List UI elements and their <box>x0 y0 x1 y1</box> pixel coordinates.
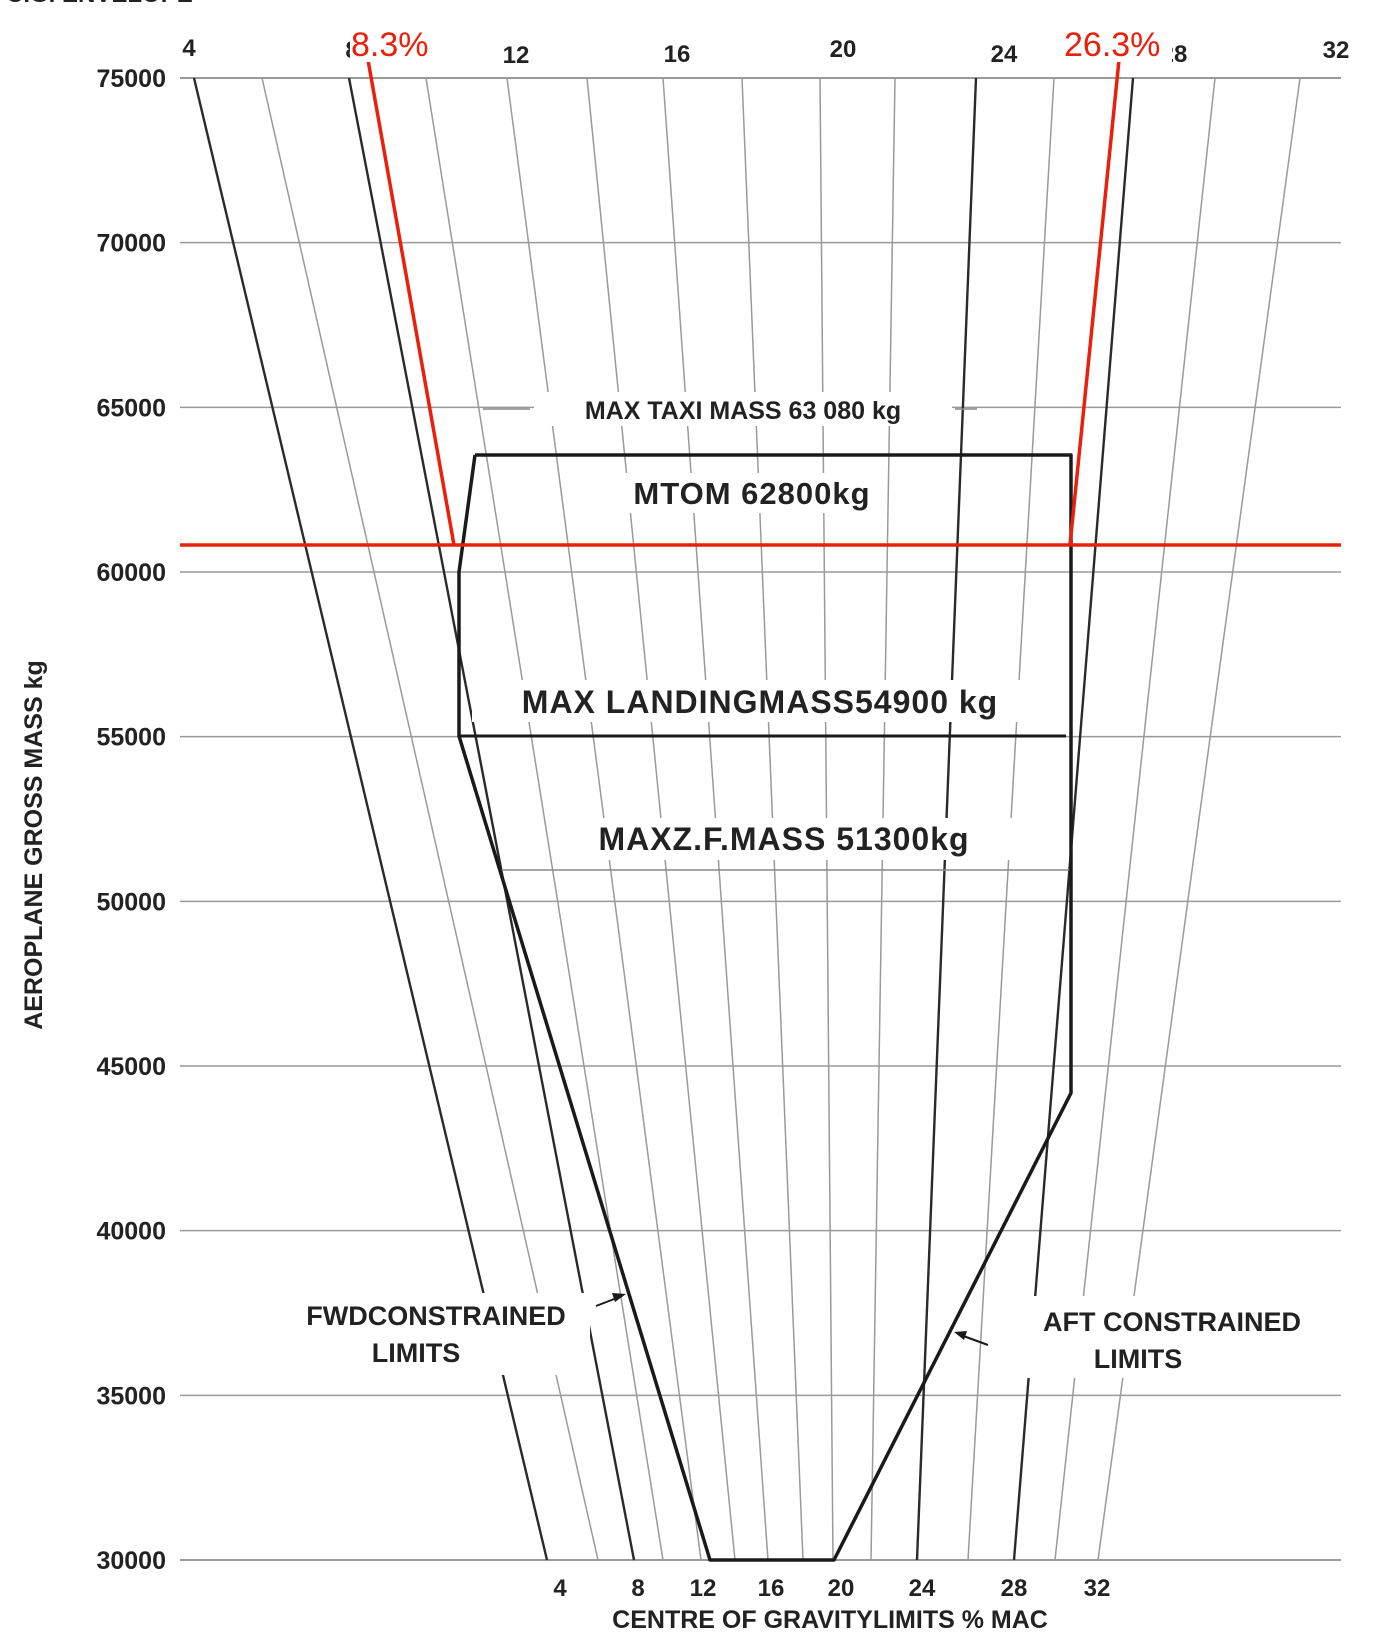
x-top-tick-label-20: 20 <box>830 36 857 63</box>
x-bottom-tick-label-24: 24 <box>909 1575 936 1602</box>
max-taxi-mass-label: MAX TAXI MASS 63 080 kg <box>585 397 901 425</box>
max-landing-mass-label-bg <box>472 680 1052 722</box>
y-tick-label-70000: 70000 <box>96 230 166 258</box>
constrained-limit-labels: FWDCONSTRAINED LIMITS AFT CONSTRAINED LI… <box>283 1293 1330 1378</box>
fwd-constrained-arrowhead <box>612 1293 626 1302</box>
chart-title: C.G. ENVELOPE <box>6 0 193 8</box>
x-top-tick-label-32: 32 <box>1323 37 1350 64</box>
x-bottom-tick-label-4: 4 <box>553 1575 567 1602</box>
annotation-aft-line <box>1068 59 1121 546</box>
y-tick-label-50000: 50000 <box>96 888 166 916</box>
aft-constrained-label-line1: AFT CONSTRAINED <box>1043 1307 1301 1337</box>
max-zf-mass-label: MAXZ.F.MASS 51300kg <box>598 821 969 857</box>
max-landing-mass-label: MAX LANDINGMASS54900 kg <box>522 684 998 720</box>
x-bottom-tick-label-32: 32 <box>1084 1575 1111 1602</box>
x-bottom-tick-label-8: 8 <box>631 1575 644 1602</box>
mass-limit-labels: MAX TAXI MASS 63 080 kg MTOM 62800kg MAX… <box>472 392 1052 860</box>
cg-annotation: 8.3% 26.3% <box>180 24 1341 547</box>
max-zf-mass-label-bg <box>555 818 1013 860</box>
annotation-fwd-label: 8.3% <box>351 26 429 64</box>
annotation-fwd-label-bg <box>350 24 444 62</box>
aft-constrained-arrowhead <box>954 1331 967 1340</box>
x-axis-label: CENTRE OF GRAVITYLIMITS % MAC <box>612 1606 1048 1634</box>
annotation-aft-label: 26.3% <box>1064 26 1160 64</box>
x-top-tick-label-12: 12 <box>503 42 530 69</box>
envelope-outline <box>457 453 1073 1562</box>
y-tick-label-75000: 75000 <box>96 65 166 93</box>
mass-limit-lines <box>459 408 1071 871</box>
x-bottom-tick-label-20: 20 <box>828 1575 855 1602</box>
fwd-constrained-label-bg <box>283 1293 590 1375</box>
x-top-tick-label-24: 24 <box>991 41 1018 68</box>
y-axis-label: AEROPLANE GROSS MASS kg <box>20 660 48 1030</box>
annotation-aft-label-bg <box>1062 24 1172 62</box>
x-bottom-tick-label-12: 12 <box>690 1575 717 1602</box>
y-tick-label-30000: 30000 <box>96 1547 166 1575</box>
x-top-tick-label-16: 16 <box>664 41 691 68</box>
aft-constrained-label-bg <box>1012 1296 1330 1378</box>
annotation-fwd-line <box>366 59 456 546</box>
x-bottom-tick-label-28: 28 <box>1001 1575 1028 1602</box>
y-tick-label-35000: 35000 <box>96 1382 166 1410</box>
envelope <box>457 453 1073 1562</box>
mtom-label-bg <box>572 473 878 513</box>
y-tick-label-55000: 55000 <box>96 724 166 752</box>
mtom-label: MTOM 62800kg <box>633 476 870 511</box>
x-top-tick-label-4: 4 <box>182 35 196 62</box>
y-tick-label-40000: 40000 <box>96 1218 166 1246</box>
y-tick-label-45000: 45000 <box>96 1053 166 1081</box>
x-axis-bottom: 4 8 12 16 20 24 28 32 <box>553 1575 1110 1602</box>
fwd-constrained-label-line1: FWDCONSTRAINED <box>306 1301 565 1331</box>
cg-line-3 <box>425 77 664 1561</box>
y-tick-label-65000: 65000 <box>96 394 166 422</box>
max-taxi-mass-label-bg <box>534 392 952 426</box>
x-bottom-tick-label-16: 16 <box>758 1575 785 1602</box>
y-axis: 75000 70000 65000 60000 55000 50000 45000 40000… <box>96 65 166 1575</box>
aft-constrained-label-line2: LIMITS <box>1094 1344 1183 1374</box>
y-tick-label-60000: 60000 <box>96 559 166 587</box>
fwd-constrained-label-line2: LIMITS <box>372 1338 461 1368</box>
